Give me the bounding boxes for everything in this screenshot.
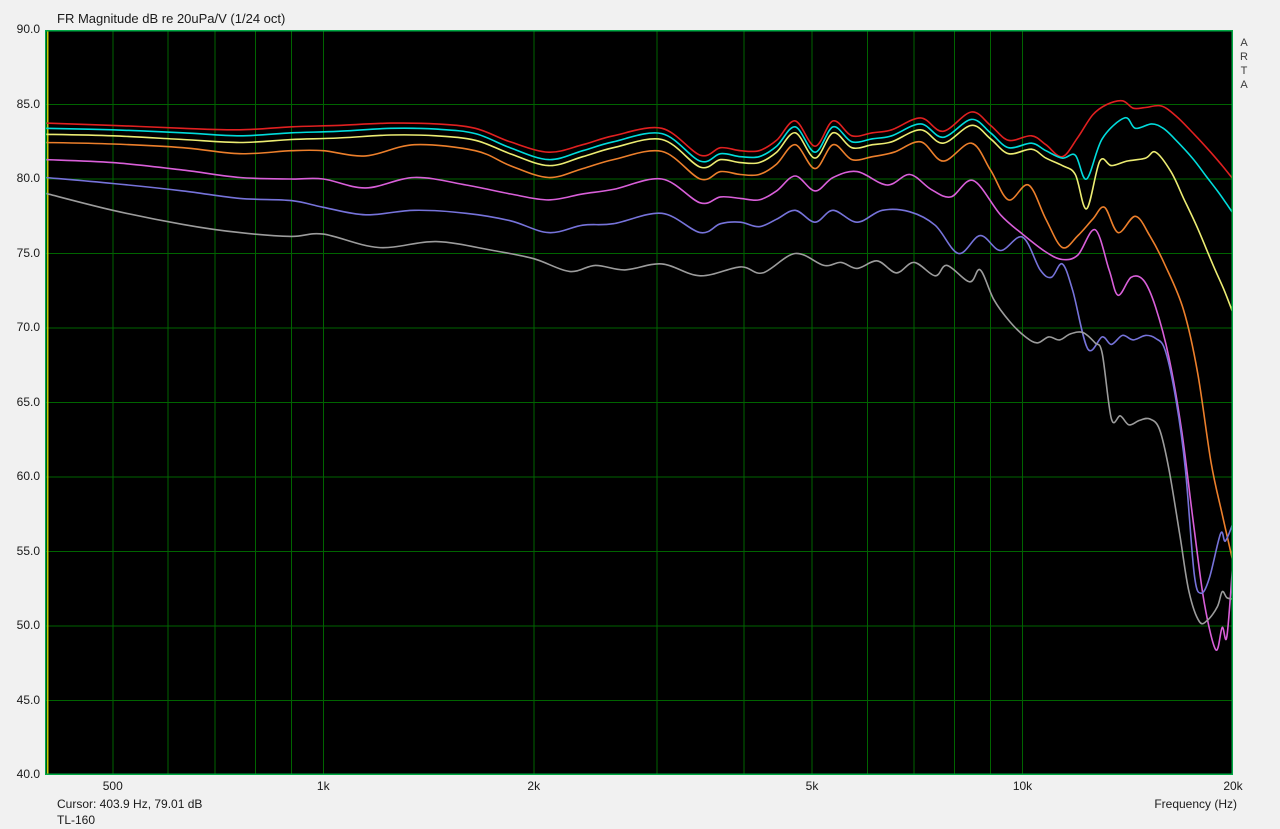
curve-3-yellow	[45, 124, 1233, 314]
x-axis-title: Frequency (Hz)	[1154, 797, 1237, 811]
y-tick-label: 50.0	[16, 618, 40, 632]
y-tick-label: 65.0	[16, 394, 40, 409]
x-tick-label: 500	[102, 779, 123, 793]
plot-area[interactable]	[45, 30, 1233, 775]
curve-7-gray	[45, 192, 1233, 625]
y-tick-label: 70.0	[16, 320, 40, 334]
x-tick-label: 10k	[1012, 779, 1033, 793]
y-tick-label: 55.0	[16, 543, 40, 558]
y-tick-label: 40.0	[16, 767, 40, 781]
file-label: TL-160	[57, 813, 96, 827]
curve-6-blue	[45, 176, 1233, 595]
x-tick-label: 20k	[1223, 779, 1243, 793]
curve-2-cyan	[45, 117, 1233, 215]
y-tick-label: 80.0	[16, 171, 40, 185]
curve-5-magenta	[45, 158, 1233, 651]
x-tick-label: 2k	[527, 779, 541, 793]
x-tick-label: 5k	[805, 779, 819, 793]
curve-1-red	[45, 99, 1233, 180]
y-tick-label: 85.0	[16, 96, 40, 111]
arta-watermark: A R T A	[1240, 37, 1248, 91]
plot-border	[45, 30, 1233, 775]
y-tick-label: 90.0	[16, 22, 40, 36]
cursor-readout: Cursor: 403.9 Hz, 79.01 dB	[57, 797, 203, 811]
y-tick-label: 45.0	[16, 692, 40, 707]
y-tick-label: 75.0	[16, 245, 40, 260]
y-tick-label: 60.0	[16, 469, 40, 483]
curve-4-orange	[45, 140, 1233, 563]
x-tick-label: 1k	[316, 779, 330, 793]
chart-title: FR Magnitude dB re 20uPa/V (1/24 oct)	[57, 11, 286, 26]
